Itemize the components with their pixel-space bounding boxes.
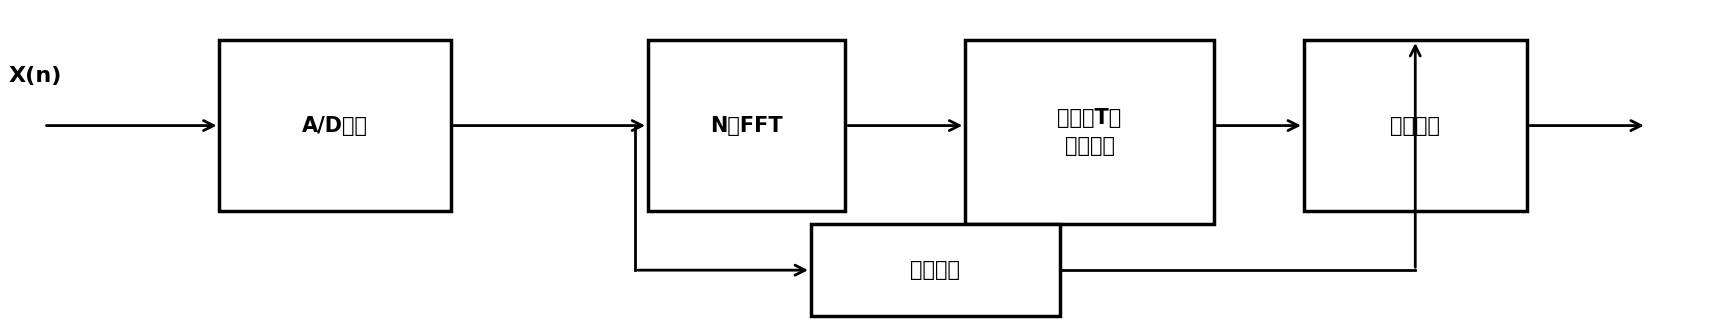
Bar bbox=[1304, 40, 1527, 211]
Bar bbox=[649, 40, 846, 211]
Text: 能量检测: 能量检测 bbox=[1390, 115, 1440, 136]
Text: A/D转换: A/D转换 bbox=[302, 115, 369, 136]
Text: 在时间T内
平方积分: 在时间T内 平方积分 bbox=[1057, 108, 1122, 156]
Text: 判决门限: 判决门限 bbox=[909, 260, 961, 280]
Bar bbox=[964, 40, 1213, 224]
Text: N点FFT: N点FFT bbox=[710, 115, 782, 136]
Bar bbox=[220, 40, 451, 211]
Bar bbox=[812, 224, 1059, 316]
Text: X(n): X(n) bbox=[9, 66, 62, 86]
